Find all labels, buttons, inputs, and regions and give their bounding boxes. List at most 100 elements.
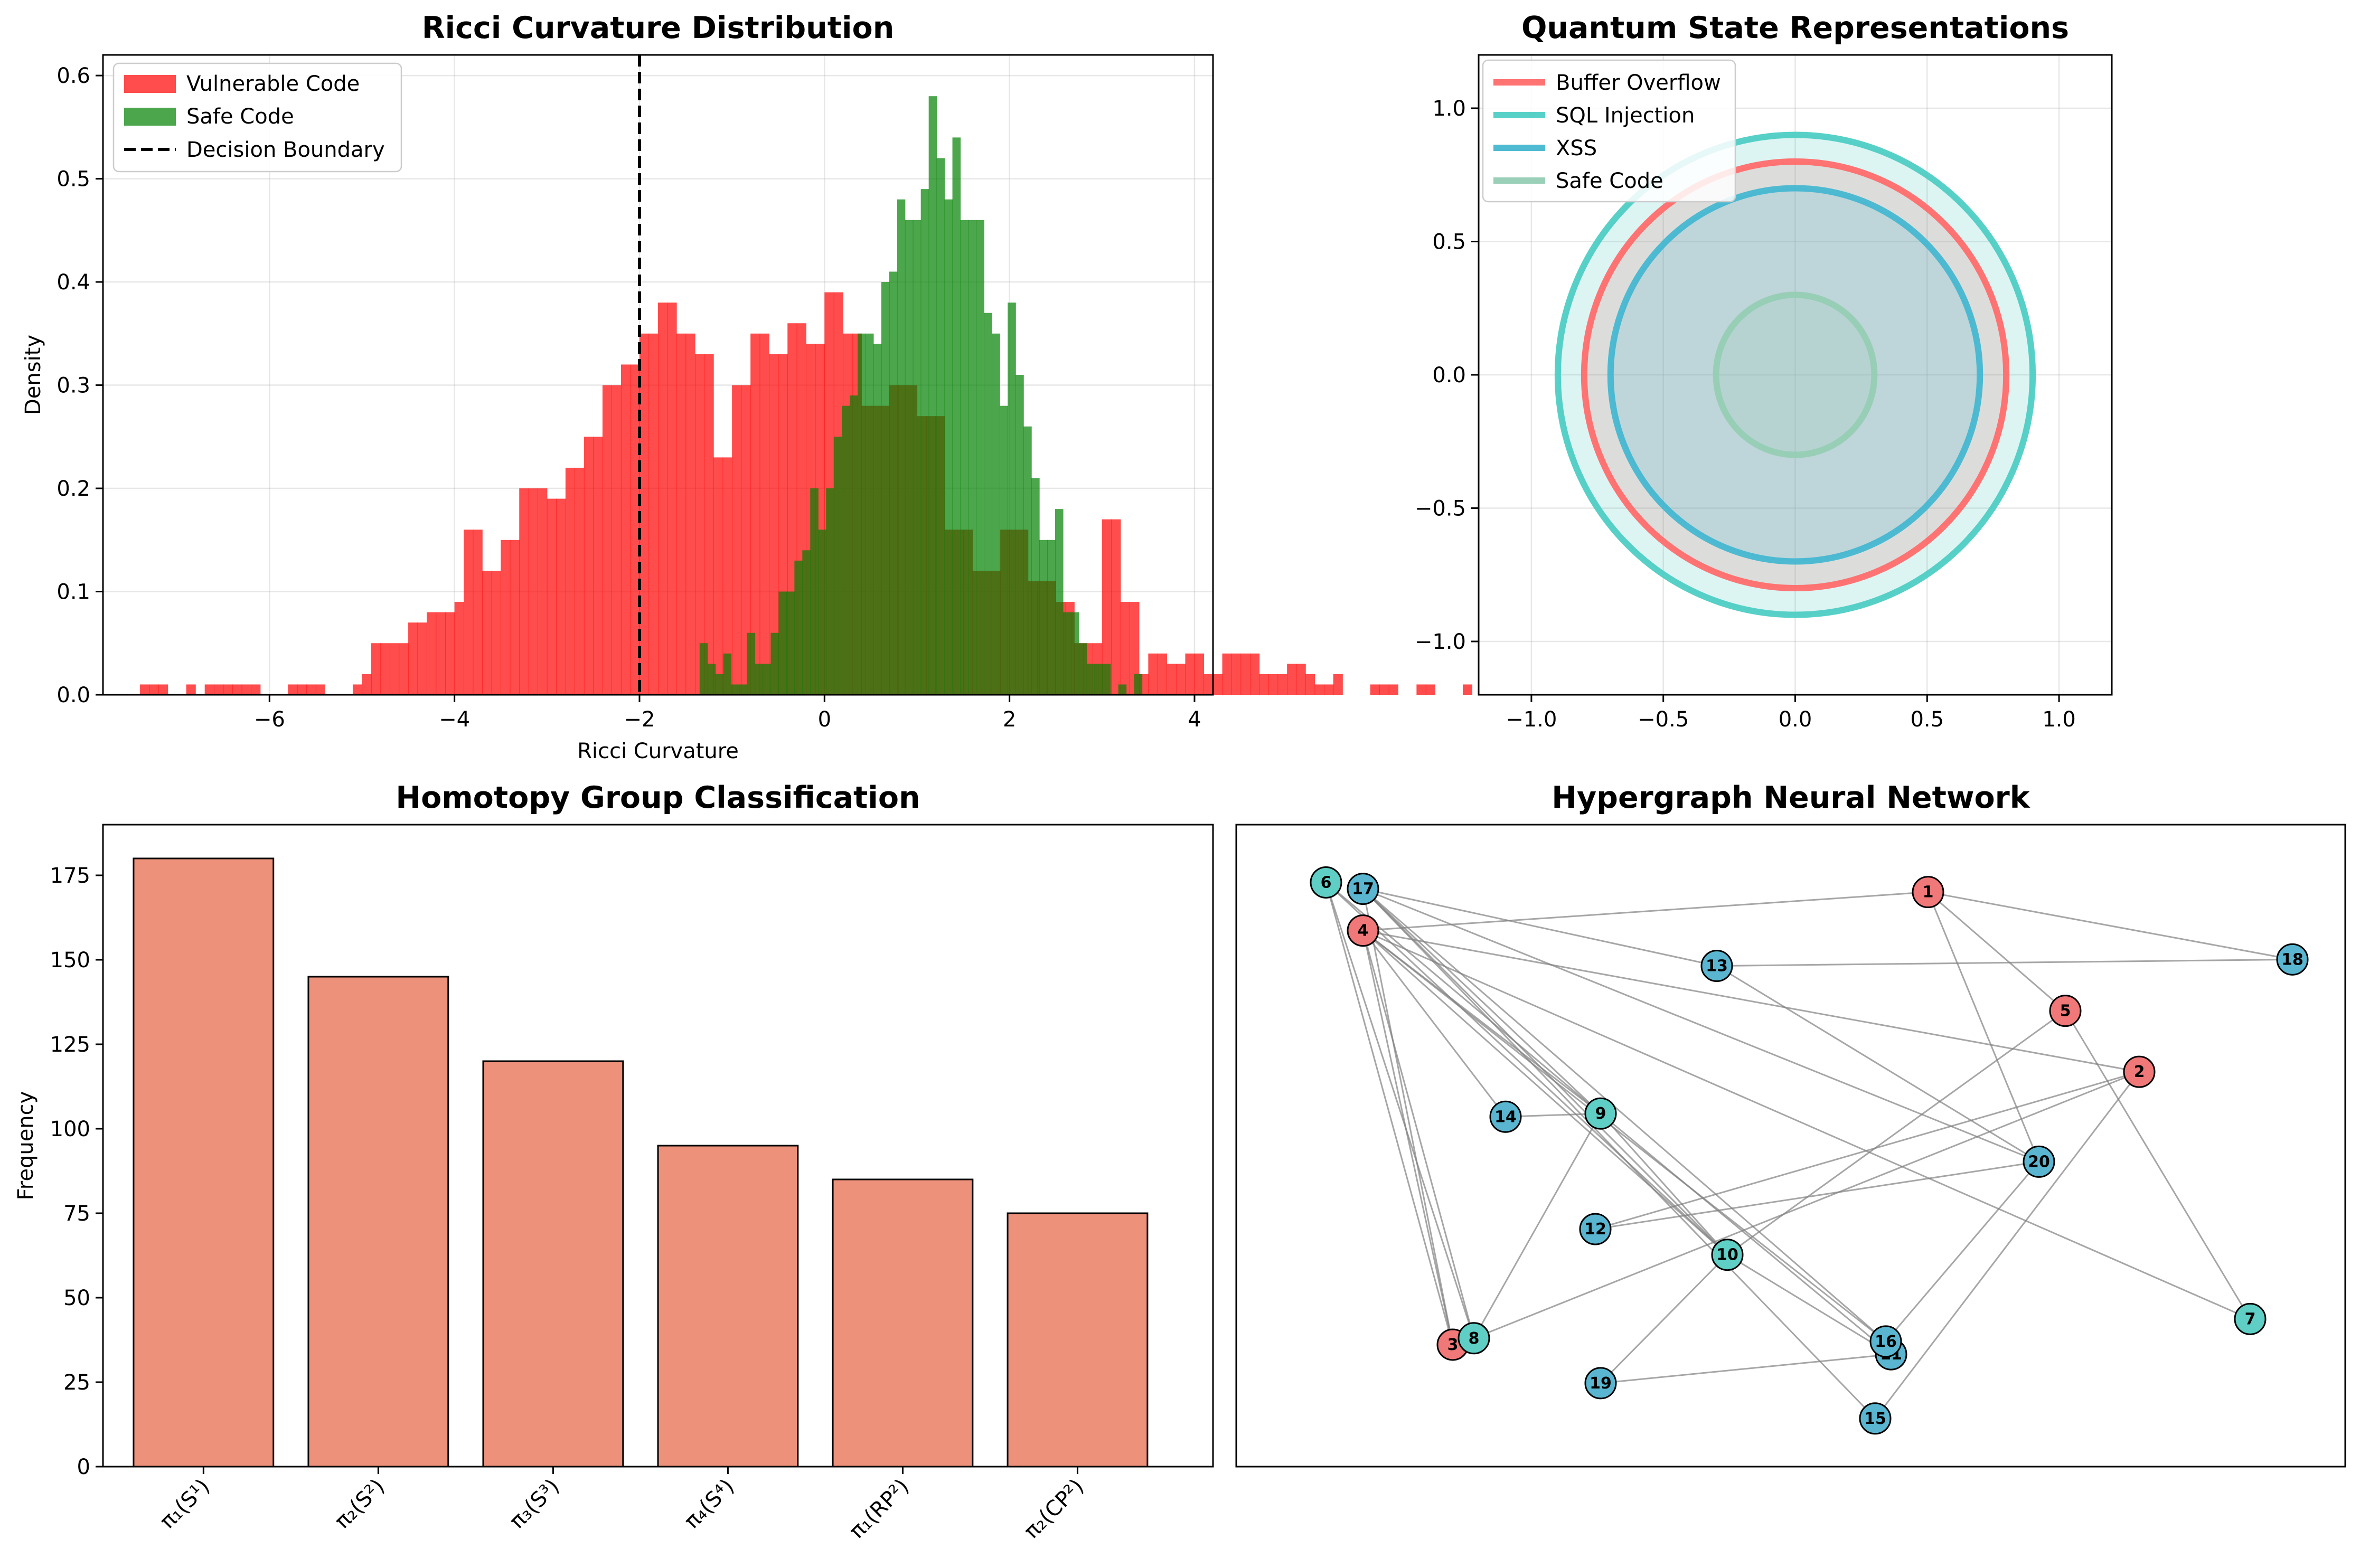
graph-node <box>1912 876 1944 909</box>
graph-node-label: 19 <box>1590 1374 1612 1393</box>
vulnerable-bar <box>741 385 751 695</box>
vulnerable-bar <box>315 684 325 695</box>
vulnerable-bar <box>722 457 732 695</box>
vulnerable-bar <box>1324 684 1334 695</box>
vulnerable-bar <box>223 684 233 695</box>
vulnerable-bar <box>1388 684 1398 695</box>
ricci-axes-frame <box>102 54 1214 696</box>
hypergraph-title: Hypergraph Neural Network <box>1552 780 2030 815</box>
vulnerable-bar <box>1185 653 1195 695</box>
vulnerable-bar <box>1305 674 1315 695</box>
hyperedge <box>1362 930 1475 1339</box>
vulnerable-bar <box>1148 653 1158 695</box>
hyperedge <box>1874 1071 2140 1419</box>
y-tick-label: 100 <box>50 1117 90 1141</box>
vulnerable-bar <box>1240 653 1250 695</box>
vulnerable-bar <box>556 498 566 695</box>
safe-bar <box>755 664 764 695</box>
hyperedge <box>1927 892 2040 1162</box>
vulnerable-bar <box>602 385 613 695</box>
y-tick-label: 175 <box>50 864 90 888</box>
safe-bar <box>723 653 732 695</box>
safe-bar <box>739 684 748 695</box>
vulnerable-bar <box>1277 674 1287 695</box>
y-tick-label: −1.0 <box>1415 630 1466 654</box>
legend-label-safe-code-state: Safe Code <box>1556 169 1663 193</box>
vulnerable-bar <box>565 467 575 695</box>
x-tick-label: 0.5 <box>1910 707 1944 732</box>
quantum-title: Quantum State Representations <box>1521 11 2069 45</box>
safe-bar <box>984 313 992 695</box>
vulnerable-bar <box>464 530 474 695</box>
graph-node <box>1584 1097 1617 1130</box>
hyperedge <box>1928 891 2066 1012</box>
safe-bar <box>920 189 929 695</box>
vulnerable-bar <box>362 674 372 695</box>
y-tick-label: 0.1 <box>57 580 90 604</box>
graph-node <box>2276 943 2309 976</box>
legend-swatch-vulnerable-code <box>124 75 176 93</box>
graph-node-label: 10 <box>1716 1246 1738 1264</box>
vulnerable-bar <box>593 437 603 695</box>
graph-node-label: 14 <box>1494 1108 1517 1126</box>
hyperedge <box>1362 888 1602 1114</box>
safe-bar <box>865 333 874 695</box>
safe-bar <box>715 674 724 695</box>
safe-bar <box>1086 664 1095 695</box>
safe-bar <box>707 664 716 695</box>
hyperedge <box>2064 1010 2251 1320</box>
vulnerable-bar <box>1120 602 1130 695</box>
vulnerable-bar <box>658 303 668 695</box>
vulnerable-bar <box>1194 653 1205 695</box>
ricci-ticks: −6 −4 −2 0 2 4 0.0 0.1 0.2 0.3 0.4 0.5 0.6 <box>57 64 1201 732</box>
safe-bar <box>1039 540 1048 695</box>
vulnerable-bar <box>584 437 594 695</box>
hypergraph-edges <box>1325 882 2293 1419</box>
vulnerable-bar <box>1250 653 1260 695</box>
safe-bar <box>1000 405 1008 695</box>
vulnerable-bar <box>1130 602 1140 695</box>
safe-bar <box>889 271 898 695</box>
y-tick-label: 150 <box>50 948 90 972</box>
safe-bar <box>905 220 914 695</box>
safe-bar <box>873 344 882 695</box>
graph-node <box>1859 1402 1892 1435</box>
hyperedge <box>1885 1161 2040 1342</box>
y-tick-label: 0.5 <box>57 167 90 192</box>
homotopy-axes-frame <box>102 824 1214 1468</box>
graph-node-label: 9 <box>1595 1104 1606 1123</box>
hyperedge <box>1595 1071 2140 1230</box>
vulnerable-bar <box>1203 674 1214 695</box>
y-tick-label: 50 <box>63 1286 90 1310</box>
vulnerable-bar <box>204 684 214 695</box>
hyperedge <box>1473 1071 2140 1339</box>
hyperedge <box>1362 888 1886 1343</box>
vulnerable-bar <box>639 333 650 695</box>
safe-bar <box>897 199 906 695</box>
vulnerable-bar <box>1259 674 1269 695</box>
quantum-state-circles <box>1554 131 2036 618</box>
safe-bar <box>731 684 740 695</box>
hyperedge <box>1716 965 2039 1163</box>
vulnerable-bar <box>759 333 769 695</box>
hyperedge <box>1600 1353 1892 1384</box>
homotopy-bar <box>832 1178 974 1468</box>
vulnerable-bar <box>352 684 363 695</box>
x-tick-label: −0.5 <box>1638 707 1689 732</box>
x-tick-label: −2 <box>624 707 655 732</box>
vulnerable-bar <box>417 622 427 695</box>
vulnerable-bar <box>732 385 742 695</box>
safe-bar <box>747 632 756 695</box>
hyperedge <box>1473 1113 1602 1339</box>
y-tick-label: 0 <box>77 1455 90 1479</box>
graph-node <box>1347 873 1379 905</box>
hyperedge <box>1600 1254 1728 1384</box>
graph-node-label: 2 <box>2134 1063 2145 1081</box>
graph-node-label: 16 <box>1875 1333 1897 1351</box>
vulnerable-bar <box>575 467 585 695</box>
hyperedge <box>1362 888 1717 967</box>
vulnerable-bar <box>648 333 659 695</box>
safe-bar <box>944 199 953 695</box>
vulnerable-bar <box>501 540 511 695</box>
safe-bar <box>778 591 787 695</box>
